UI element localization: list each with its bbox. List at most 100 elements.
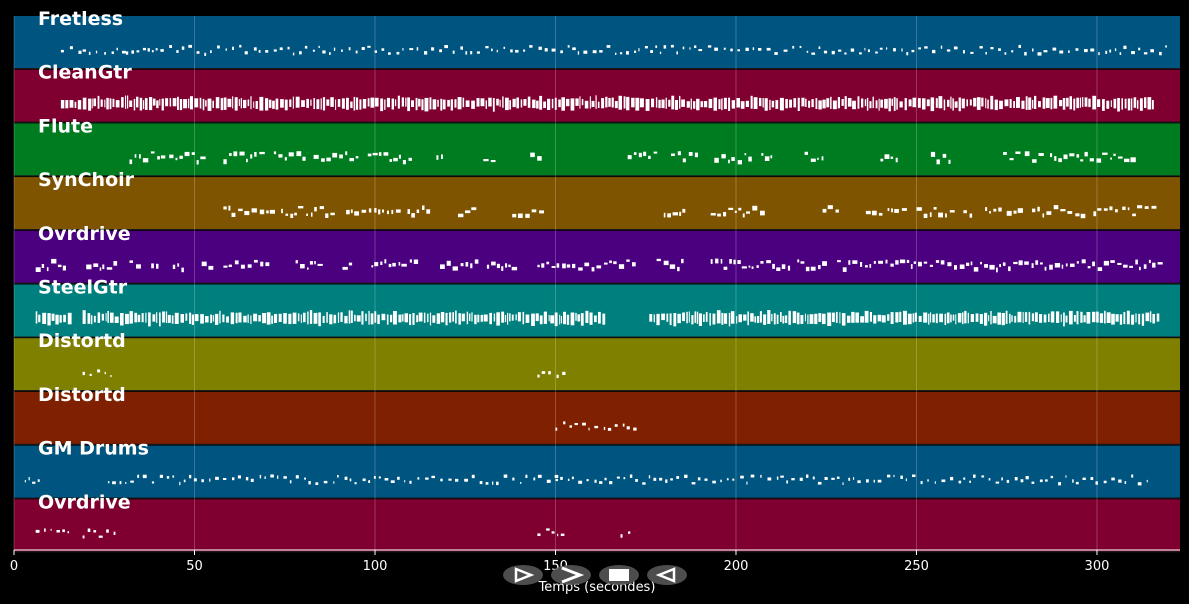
note-mark [412,313,415,325]
note-mark [466,311,469,325]
note-mark [844,52,847,55]
note-mark [418,98,421,107]
note-mark [615,52,617,55]
note-mark [869,264,872,268]
note-mark [177,263,180,267]
note-mark [297,313,300,322]
note-segment [865,210,883,216]
note-mark [736,98,740,108]
note-mark [431,47,435,51]
note-mark [930,312,932,323]
note-mark [1137,100,1139,109]
note-mark [232,46,234,50]
note-mark [558,99,561,108]
note-mark [807,314,809,325]
note-mark [321,158,325,162]
note-mark [496,263,500,269]
play-icon[interactable] [503,565,543,585]
note-mark [759,98,762,107]
note-mark [1143,264,1147,269]
note-mark [776,314,779,324]
note-mark [142,47,146,51]
note-mark [705,312,708,322]
note-mark [515,314,517,321]
rewind-icon[interactable] [647,565,687,585]
note-mark [681,99,685,107]
note-mark [491,261,496,266]
note-mark [996,267,998,273]
note-mark [471,100,475,109]
note-mark [988,478,991,481]
note-mark [742,213,745,218]
note-mark [284,99,288,111]
note-mark [1018,260,1023,266]
note-mark [537,474,542,478]
note-mark [723,47,726,50]
note-mark [769,99,771,110]
note-mark [793,98,797,108]
note-mark [979,46,983,49]
note-mark [865,210,871,215]
stop-icon[interactable] [599,565,639,585]
control-button-background[interactable] [647,565,687,585]
fast-forward-icon[interactable] [551,565,591,585]
note-mark [287,46,290,50]
note-mark [330,97,334,107]
note-mark [247,314,249,323]
note-mark [618,95,622,110]
note-mark [1080,159,1084,162]
note-mark [1080,311,1083,323]
note-mark [733,259,736,265]
note-mark [1076,261,1079,264]
note-mark [525,213,530,218]
note-mark [770,155,773,159]
track-lane [14,69,1180,123]
note-mark [382,209,384,213]
note-mark [886,47,888,50]
note-mark [571,476,574,480]
note-mark [964,310,967,324]
note-mark [591,267,595,272]
note-mark [560,533,565,536]
note-mark [1109,206,1113,211]
note-mark [394,99,397,107]
note-mark [837,260,841,263]
note-mark [720,259,723,264]
note-mark [253,47,257,51]
note-mark [707,45,712,48]
note-mark [1092,311,1096,323]
note-mark [455,478,459,482]
note-mark [228,205,231,211]
control-button-background[interactable] [551,565,591,585]
note-mark [535,313,539,322]
note-mark [821,313,826,325]
note-mark [523,49,526,52]
note-mark [401,263,407,267]
note-mark [1031,263,1034,268]
track-separator [14,175,1180,177]
note-mark [806,474,809,478]
note-mark [1076,311,1079,325]
control-button-background[interactable] [503,565,543,585]
note-mark [147,48,150,52]
play-glyph [514,567,535,583]
note-mark [235,312,238,324]
note-mark [512,98,516,108]
track-lane-background [14,445,1180,498]
note-mark [676,476,680,479]
note-mark [253,101,255,108]
note-mark [806,50,809,53]
note-mark [440,98,443,111]
note-mark [679,211,682,216]
note-mark [544,48,548,52]
note-mark [388,52,391,55]
note-mark [650,50,653,53]
note-mark [191,152,195,155]
note-mark [145,312,147,323]
note-mark [656,258,661,262]
note-mark [496,481,499,486]
note-mark [314,261,316,265]
note-mark [575,98,579,106]
note-mark [963,477,966,480]
note-mark [1165,45,1167,48]
